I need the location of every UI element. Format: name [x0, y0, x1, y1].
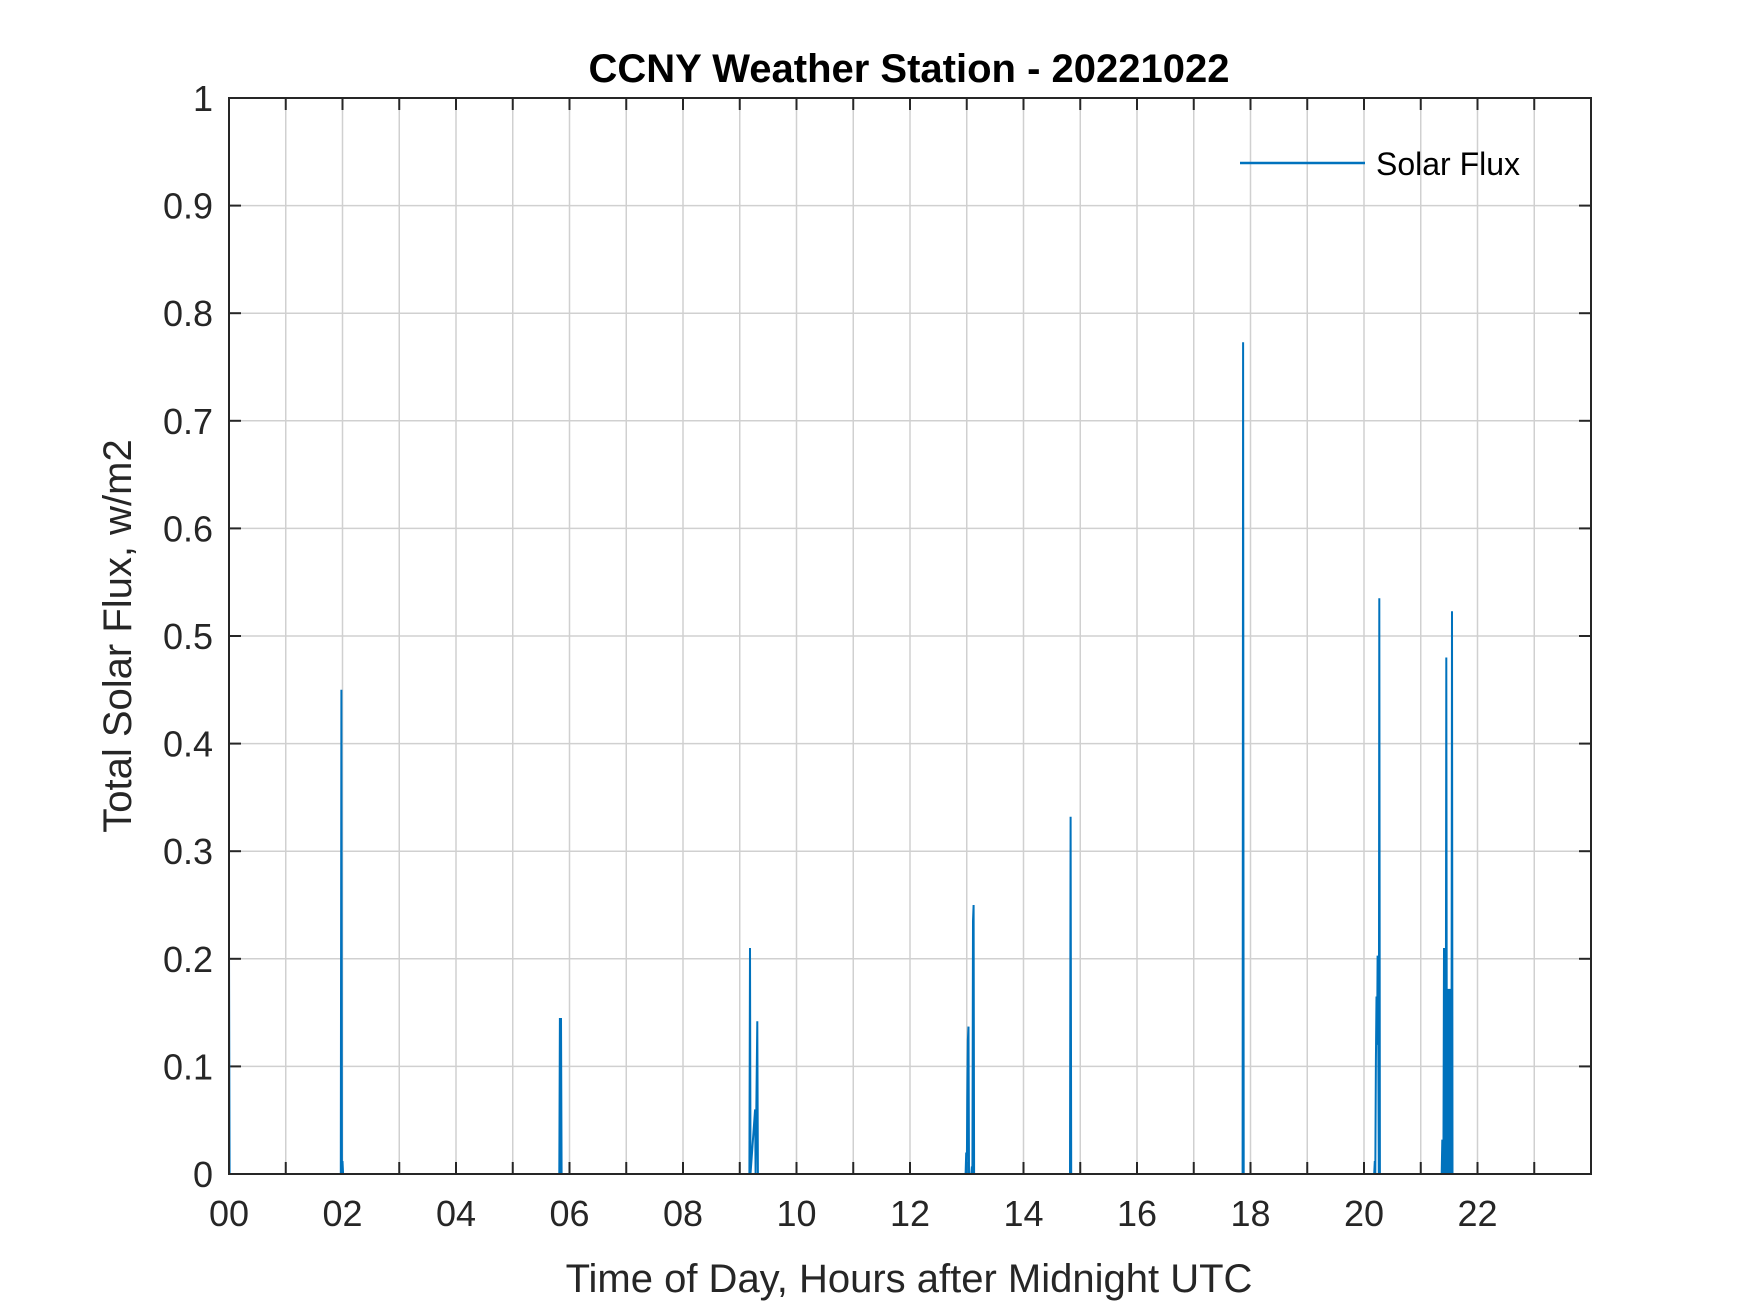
- series-line-solar-flux: [228, 342, 1460, 1175]
- chart-title: CCNY Weather Station - 20221022: [589, 47, 1230, 91]
- y-tick-label: 0.8: [163, 293, 213, 334]
- axis-ticks: [228, 97, 1591, 1175]
- legend: Solar Flux: [1240, 146, 1520, 182]
- y-tick-label: 0.3: [163, 831, 213, 872]
- y-tick-label: 0.6: [163, 508, 213, 549]
- y-tick-label: 0.1: [163, 1046, 213, 1087]
- x-tick-label: 22: [1457, 1193, 1497, 1234]
- y-tick-label: 0.9: [163, 186, 213, 227]
- y-tick-label: 0.2: [163, 939, 213, 980]
- x-tick-label: 00: [209, 1193, 249, 1234]
- series-layer: [228, 342, 1460, 1175]
- plot-frame: [228, 97, 1592, 1175]
- y-tick-label: 0.4: [163, 724, 213, 765]
- y-tick-label: 0.5: [163, 616, 213, 657]
- y-axis-label: Total Solar Flux, w/m2: [96, 439, 140, 832]
- x-tick-labels: 00 02 04 06 08 10 12 14 16 18 20 22: [209, 1193, 1498, 1234]
- x-tick-label: 20: [1344, 1193, 1384, 1234]
- x-tick-label: 10: [776, 1193, 816, 1234]
- y-tick-label: 0.7: [163, 401, 213, 442]
- y-tick-label: 1: [193, 78, 213, 119]
- x-tick-label: 16: [1117, 1193, 1157, 1234]
- x-tick-label: 12: [890, 1193, 930, 1234]
- x-tick-label: 02: [322, 1193, 362, 1234]
- legend-label-solar-flux: Solar Flux: [1376, 146, 1520, 182]
- x-axis-label: Time of Day, Hours after Midnight UTC: [566, 1257, 1253, 1301]
- x-tick-label: 18: [1230, 1193, 1270, 1234]
- y-tick-labels: 0 0.1 0.2 0.3 0.4 0.5 0.6 0.7 0.8 0.9 1: [163, 78, 213, 1195]
- x-tick-label: 04: [436, 1193, 476, 1234]
- x-tick-label: 08: [663, 1193, 703, 1234]
- y-tick-label: 0: [193, 1154, 213, 1195]
- x-tick-label: 06: [549, 1193, 589, 1234]
- x-tick-label: 14: [1003, 1193, 1043, 1234]
